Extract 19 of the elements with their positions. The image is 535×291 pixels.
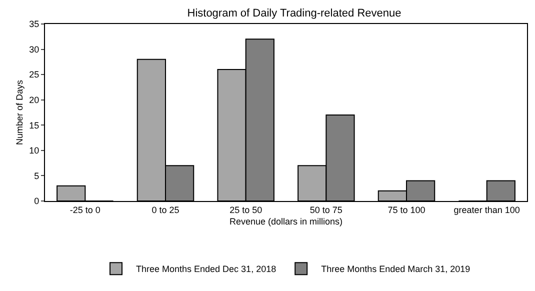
chart-title: Histogram of Daily Trading-related Revenue bbox=[187, 7, 402, 20]
x-axis-title: Revenue (dollars in millions) bbox=[229, 216, 343, 227]
y-axis-title: Number of Days bbox=[14, 79, 25, 146]
x-tick-label: 0 to 25 bbox=[152, 204, 180, 215]
y-tick-label: 20 bbox=[29, 95, 40, 106]
legend-label: Three Months Ended March 31, 2019 bbox=[321, 264, 470, 274]
legend-label: Three Months Ended Dec 31, 2018 bbox=[136, 264, 276, 274]
x-tick-label: 75 to 100 bbox=[388, 204, 426, 215]
y-tick-label: 35 bbox=[29, 19, 40, 30]
x-tick-label: -25 to 0 bbox=[70, 204, 100, 215]
y-tick-label: 0 bbox=[34, 196, 40, 206]
y-tick-label: 15 bbox=[29, 120, 40, 130]
y-tick-label: 10 bbox=[29, 146, 40, 156]
x-tick-label: 25 to 50 bbox=[230, 204, 262, 215]
y-tick-label: 25 bbox=[29, 70, 40, 80]
x-tick-label: 50 to 75 bbox=[310, 204, 342, 215]
y-tick-label: 30 bbox=[29, 44, 40, 54]
y-tick-label: 5 bbox=[34, 170, 40, 181]
x-tick-label: greater than 100 bbox=[454, 204, 520, 215]
